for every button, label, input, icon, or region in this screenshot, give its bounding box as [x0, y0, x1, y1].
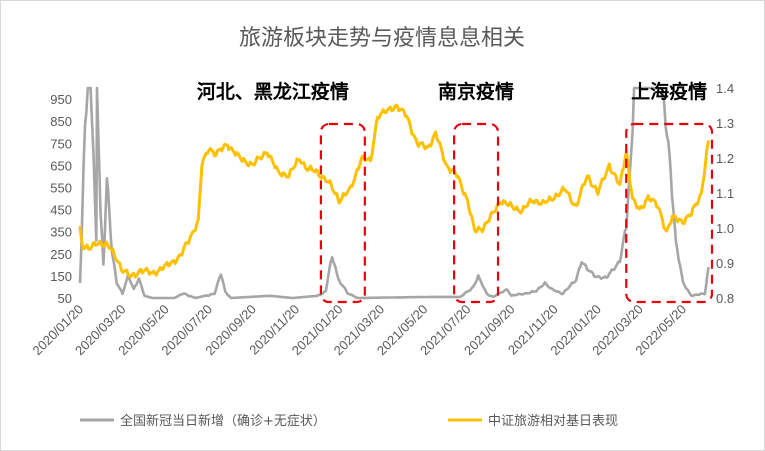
x-axis: 2020/01/202020/03/202020/05/202020/07/20… — [29, 302, 689, 359]
right-tick-label: 0.8 — [716, 291, 734, 306]
right-tick-label: 1.2 — [716, 151, 734, 166]
left-tick-label: 850 — [50, 114, 72, 129]
left-tick-label: 550 — [50, 180, 72, 195]
annotation-label: 河北、黑龙江疫情 — [197, 80, 349, 103]
annotation-label: 上海疫情 — [631, 80, 707, 103]
right-axis: 0.8 0.9 1.0 1.1 1.2 1.3 1.4 — [716, 81, 734, 306]
right-tick-label: 1.3 — [716, 116, 734, 131]
left-axis: 50 150 250 350 450 550 650 750 850 950 — [50, 92, 72, 306]
left-tick-label: 750 — [50, 136, 72, 151]
legend-entry: 中证旅游相对基日表现 — [488, 414, 618, 429]
annotation-labels: 河北、黑龙江疫情 南京疫情 上海疫情 — [197, 80, 707, 103]
series-line-2 — [78, 103, 710, 279]
right-tick-label: 1.1 — [716, 186, 734, 201]
right-tick-label: 0.9 — [716, 256, 734, 271]
left-tick-label: 250 — [50, 247, 72, 262]
annotation-box — [452, 122, 500, 304]
left-tick-label: 650 — [50, 158, 72, 173]
annotation-boxes — [319, 122, 714, 304]
series-line-1 — [78, 86, 710, 300]
annotation-box — [625, 122, 714, 304]
legend-entry: 全国新冠当日新增（确诊+无症状） — [120, 413, 326, 429]
chart-title: 旅游板块走势与疫情息息相关 — [239, 26, 525, 51]
left-tick-label: 350 — [50, 225, 72, 240]
left-tick-label: 50 — [58, 291, 72, 306]
left-tick-label: 150 — [50, 269, 72, 284]
right-tick-label: 1.4 — [716, 81, 734, 96]
annotation-box — [319, 122, 366, 304]
left-tick-label: 950 — [50, 92, 72, 107]
left-tick-label: 450 — [50, 203, 72, 218]
annotation-label: 南京疫情 — [438, 80, 514, 103]
right-tick-label: 1.0 — [716, 221, 734, 236]
legend: 全国新冠当日新增（确诊+无症状） 中证旅游相对基日表现 — [80, 413, 618, 429]
series-layer — [78, 86, 710, 300]
